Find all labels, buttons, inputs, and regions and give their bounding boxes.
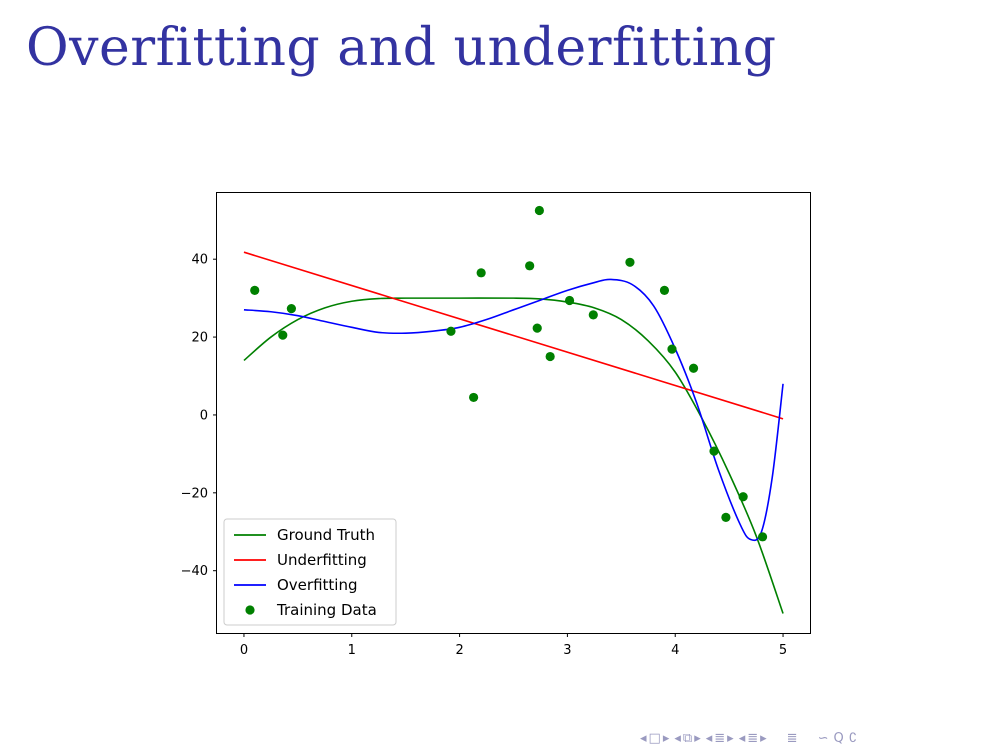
legend: Ground Truth Underfitting Overfitting Train… bbox=[223, 518, 397, 626]
training-data-point bbox=[446, 326, 456, 336]
plot-frame bbox=[216, 192, 811, 634]
next-subsection-icon[interactable]: ▸ bbox=[760, 730, 767, 746]
training-data-point bbox=[476, 268, 486, 278]
section-icon[interactable]: ≣ bbox=[714, 730, 726, 746]
training-data-point bbox=[667, 344, 677, 354]
legend-label: Underfitting bbox=[277, 551, 367, 569]
next-frame-icon[interactable]: ▸ bbox=[662, 730, 670, 746]
prev-section-icon[interactable]: ◂ bbox=[705, 730, 713, 746]
training-data-point bbox=[532, 323, 542, 333]
next-subframe-icon[interactable]: ▸ bbox=[694, 730, 701, 746]
y-tick-label: 40 bbox=[191, 253, 208, 268]
training-data-point bbox=[688, 363, 699, 373]
x-tick-label: 4 bbox=[671, 643, 679, 658]
subsection-nav: ◂ ≣ ▸ bbox=[739, 731, 767, 746]
x-tick-label: 2 bbox=[455, 643, 463, 658]
training-data-point bbox=[738, 492, 748, 502]
x-tick-label: 3 bbox=[563, 643, 571, 658]
y-axis: −40 −20 0 20 40 bbox=[181, 253, 217, 579]
prev-subframe-icon[interactable]: ◂ bbox=[674, 730, 681, 746]
zoom-icon[interactable]: Q bbox=[833, 730, 844, 746]
training-data-point bbox=[659, 285, 670, 295]
training-data-point bbox=[564, 295, 575, 306]
underfitting-line bbox=[243, 251, 784, 420]
legend-marker-point bbox=[245, 605, 255, 615]
x-tick-label: 1 bbox=[348, 643, 356, 658]
legend-box bbox=[223, 518, 397, 626]
training-data-point bbox=[757, 532, 768, 542]
overfitting-line bbox=[243, 278, 784, 542]
training-data-point bbox=[545, 351, 555, 362]
section-nav: ◂ ≣ ▸ bbox=[706, 731, 734, 746]
training-data-point bbox=[286, 304, 296, 314]
slide-title: Overfitting and underfitting bbox=[26, 18, 777, 78]
prev-subsection-icon[interactable]: ◂ bbox=[738, 730, 746, 746]
next-section-icon[interactable]: ▸ bbox=[727, 730, 734, 746]
prev-frame-icon[interactable]: ◂ bbox=[640, 730, 647, 746]
training-data-point bbox=[469, 392, 479, 403]
x-axis: 0 1 2 3 4 5 bbox=[240, 633, 787, 658]
training-data-point bbox=[250, 285, 260, 295]
training-data-point bbox=[721, 512, 731, 522]
y-tick-label: −20 bbox=[181, 486, 208, 501]
training-data-point bbox=[278, 330, 288, 340]
y-tick-label: −40 bbox=[181, 564, 208, 579]
training-data-point bbox=[709, 446, 719, 456]
frame-icon[interactable]: □ bbox=[648, 730, 661, 746]
legend-label: Overfitting bbox=[277, 576, 358, 594]
training-data-point bbox=[525, 261, 535, 271]
y-tick-label: 0 bbox=[200, 408, 208, 423]
training-data-point bbox=[588, 310, 598, 320]
legend-label: Ground Truth bbox=[277, 526, 375, 544]
x-tick-label: 0 bbox=[240, 643, 248, 658]
legend-label: Training Data bbox=[276, 601, 377, 619]
plot-area bbox=[243, 205, 784, 614]
x-tick-label: 5 bbox=[779, 643, 787, 658]
beamer-navigation: ◂ □ ▸ ◂ ⧉ ▸ ◂ ≣ ▸ ◂ ≣ ▸ ≣ ∽ Q ∁ bbox=[640, 728, 1000, 748]
y-tick-label: 20 bbox=[191, 331, 208, 346]
training-data-point bbox=[534, 205, 544, 216]
undo-icon[interactable]: ∁ bbox=[848, 730, 857, 746]
training-data-point bbox=[625, 257, 635, 267]
subsection-icon[interactable]: ≣ bbox=[747, 730, 759, 746]
subframe-nav: ◂ ⧉ ▸ bbox=[674, 731, 700, 746]
align-icon[interactable]: ≣ bbox=[786, 730, 798, 746]
subframe-icon[interactable]: ⧉ bbox=[682, 730, 693, 746]
search-icon[interactable]: ∽ bbox=[817, 730, 829, 746]
frame-nav: ◂ □ ▸ bbox=[640, 731, 669, 746]
